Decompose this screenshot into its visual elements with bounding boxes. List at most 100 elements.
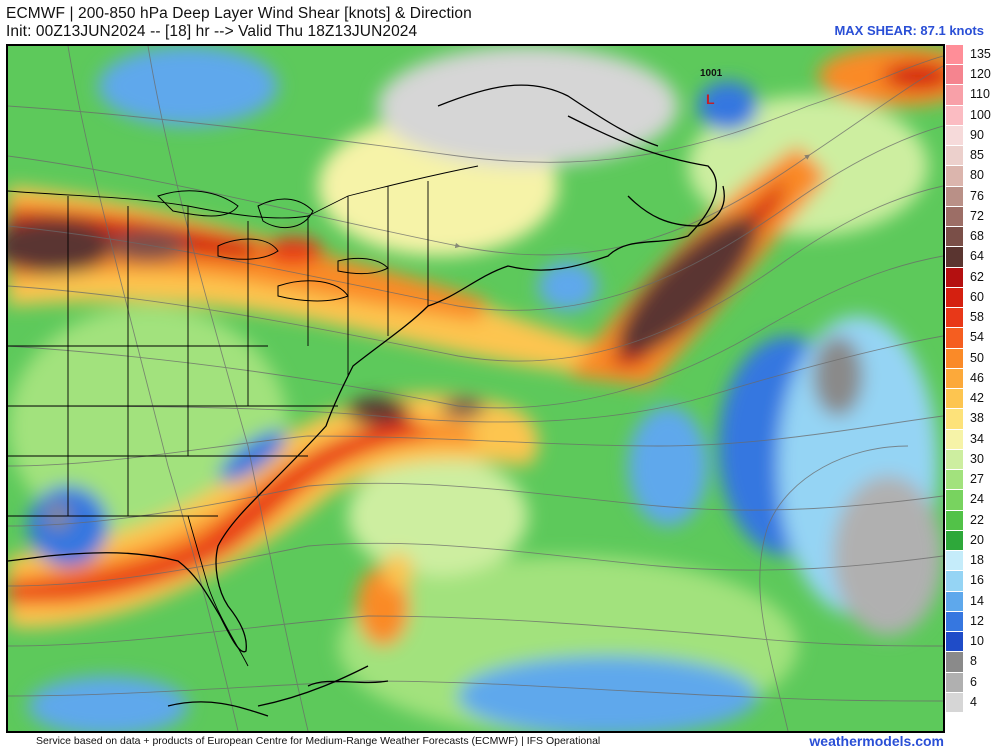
colorbar-level: 110 (946, 84, 1000, 105)
max-shear-readout: MAX SHEAR: 87.1 knots (834, 23, 984, 38)
colorbar-label: 100 (970, 107, 991, 122)
coastlines (8, 84, 725, 717)
colorbar-level: 12 (946, 611, 1000, 632)
colorbar-label: 60 (970, 289, 984, 304)
colorbar-swatch (946, 65, 963, 85)
colorbar-label: 68 (970, 229, 984, 244)
colorbar-level: 46 (946, 368, 1000, 389)
colorbar-level: 100 (946, 105, 1000, 125)
colorbar-swatch (946, 125, 963, 146)
colorbar-label: 30 (970, 451, 984, 466)
colorbar-level: 20 (946, 530, 1000, 551)
colorbar-level: 72 (946, 206, 1000, 227)
colorbar-swatch (946, 146, 963, 166)
colorbar-swatch (946, 611, 963, 632)
colorbar-swatch (946, 247, 963, 267)
colorbar-swatch (946, 409, 963, 429)
colorbar-label: 85 (970, 148, 984, 163)
colorbar-level: 50 (946, 348, 1000, 368)
colorbar-swatch (946, 510, 963, 530)
colorbar-swatch (946, 308, 963, 328)
colorbar-level: 30 (946, 449, 1000, 470)
colorbar-level: 38 (946, 408, 1000, 429)
colorbar-swatch (946, 287, 963, 308)
colorbar-level: 90 (946, 125, 1000, 146)
colorbar-label: 54 (970, 330, 984, 345)
colorbar-label: 34 (970, 431, 984, 446)
colorbar-level: 22 (946, 510, 1000, 530)
colorbar-level: 80 (946, 165, 1000, 186)
colorbar-label: 27 (970, 472, 984, 487)
colorbar-level: 64 (946, 246, 1000, 267)
colorbar-label: 20 (970, 532, 984, 547)
colorbar-level: 42 (946, 388, 1000, 409)
colorbar-label: 14 (970, 593, 984, 608)
colorbar-level: 6 (946, 672, 1000, 692)
colorbar-swatch (946, 267, 963, 287)
colorbar-swatch (946, 490, 963, 510)
colorbar-label: 38 (970, 411, 984, 426)
colorbar-swatch (946, 206, 963, 227)
colorbar-label: 12 (970, 613, 984, 628)
colorbar-label: 80 (970, 168, 984, 183)
colorbar-label: 64 (970, 249, 984, 264)
colorbar-level: 54 (946, 327, 1000, 348)
colorbar-label: 120 (970, 67, 991, 82)
site-link[interactable]: weathermodels.com (809, 733, 944, 749)
boundaries (8, 165, 479, 667)
header: ECMWF | 200-850 hPa Deep Layer Wind Shea… (0, 0, 1000, 44)
colorbar-swatch (946, 429, 963, 449)
colorbar-level: 62 (946, 267, 1000, 287)
colorbar-level: 68 (946, 226, 1000, 247)
colorbar-swatch (946, 470, 963, 490)
great-lakes (157, 190, 389, 302)
colorbar-swatch (946, 530, 963, 551)
colorbar-level: 120 (946, 64, 1000, 85)
colorbar-swatch (946, 166, 963, 186)
colorbar-level: 10 (946, 631, 1000, 652)
shear-colorbar: 135 120 110 100 90 85 80 76 72 68 64 62 60 58 54 50 46 42… (946, 44, 1000, 712)
colorbar-label: 22 (970, 512, 984, 527)
colorbar-label: 24 (970, 492, 984, 507)
colorbar-level: 135 (946, 44, 1000, 65)
colorbar-label: 18 (970, 553, 984, 568)
map-title: ECMWF | 200-850 hPa Deep Layer Wind Shea… (6, 5, 472, 22)
colorbar-label: 72 (970, 208, 984, 223)
colorbar-swatch (946, 591, 963, 611)
colorbar-swatch (946, 105, 963, 125)
colorbar-swatch (946, 348, 963, 368)
colorbar-label: 6 (970, 674, 977, 689)
low-pressure-value: 1001 (700, 68, 723, 79)
colorbar-level: 76 (946, 186, 1000, 206)
colorbar-swatch (946, 692, 963, 712)
colorbar-label: 8 (970, 654, 977, 669)
colorbar-swatch (946, 571, 963, 591)
colorbar-level: 34 (946, 429, 1000, 449)
colorbar-label: 135 (970, 47, 991, 61)
colorbar-swatch (946, 186, 963, 206)
colorbar-swatch (946, 328, 963, 348)
colorbar-swatch (946, 389, 963, 409)
colorbar-level: 58 (946, 307, 1000, 328)
colorbar-level: 4 (946, 692, 1000, 712)
colorbar-level: 60 (946, 287, 1000, 308)
colorbar-label: 76 (970, 188, 984, 203)
colorbar-label: 4 (970, 694, 977, 709)
colorbar-level: 16 (946, 570, 1000, 591)
colorbar-level: 14 (946, 591, 1000, 611)
colorbar-swatch (946, 449, 963, 470)
colorbar-level: 24 (946, 489, 1000, 510)
colorbar-swatch (946, 632, 963, 652)
colorbar-level: 85 (946, 145, 1000, 166)
shear-map-canvas: 1001 L (8, 46, 943, 731)
colorbar-swatch (946, 652, 963, 672)
colorbar-label: 58 (970, 310, 984, 325)
colorbar-swatch (946, 551, 963, 571)
shear-map[interactable]: 1001 L (6, 44, 945, 733)
colorbar-label: 110 (970, 87, 990, 102)
colorbar-label: 10 (970, 634, 984, 649)
colorbar-label: 62 (970, 269, 984, 284)
colorbar-label: 42 (970, 391, 984, 406)
colorbar-swatch (946, 368, 963, 389)
colorbar-swatch (946, 45, 963, 65)
